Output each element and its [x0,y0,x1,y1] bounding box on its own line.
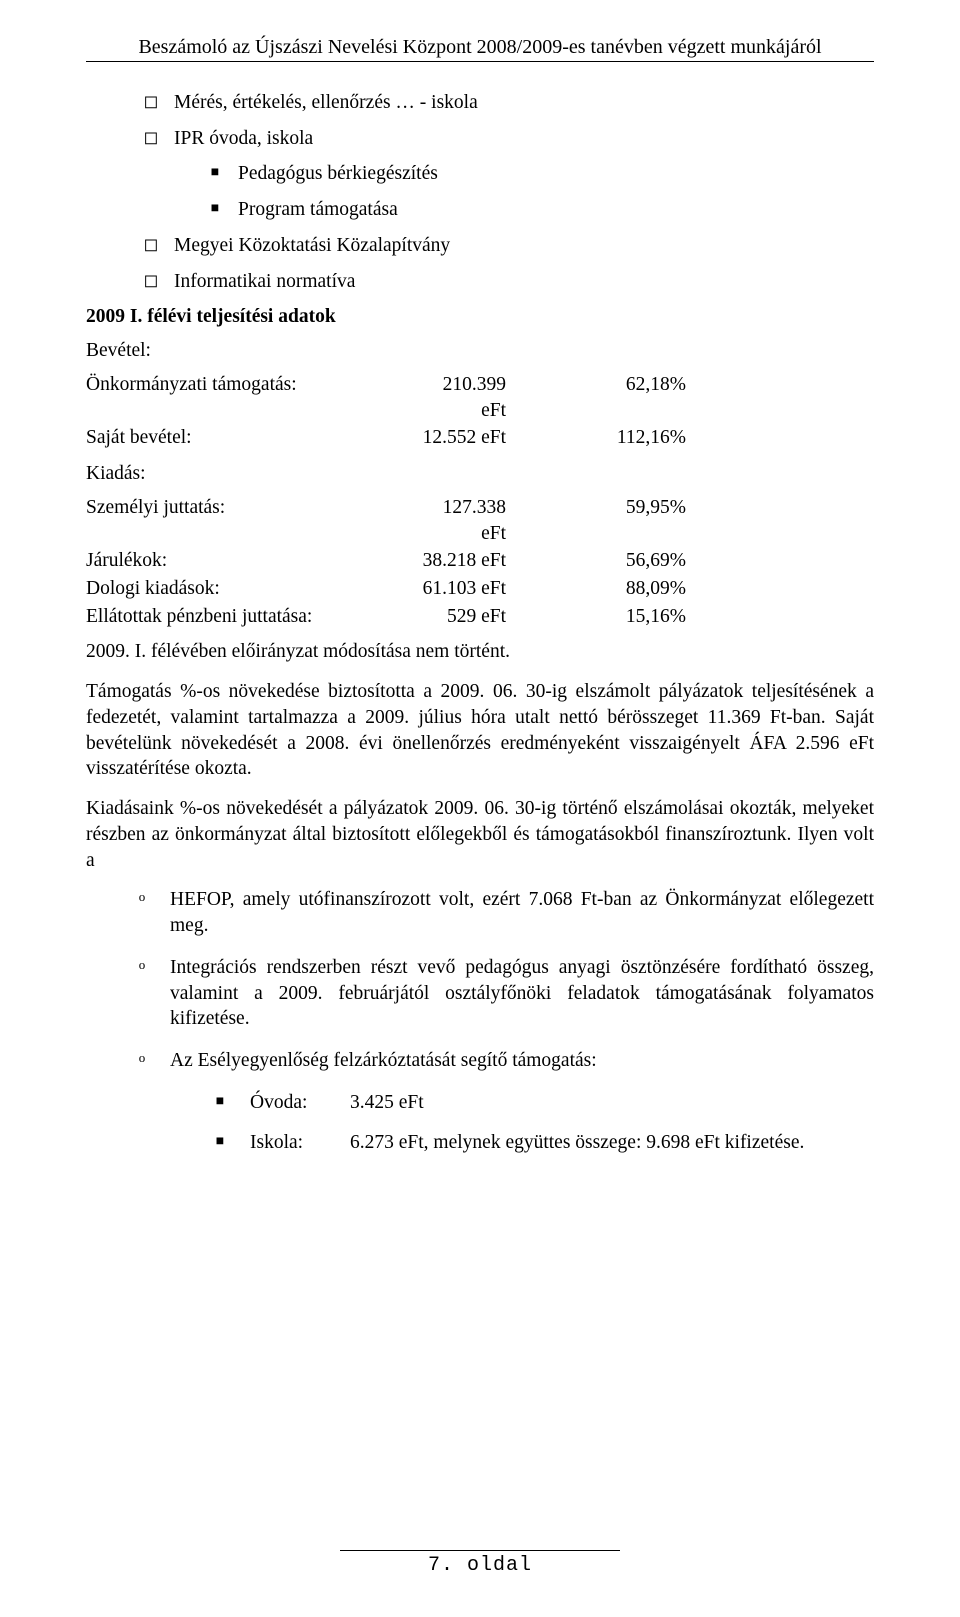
square-solid-icon: ■ [212,1133,228,1159]
square-solid-icon: ■ [206,200,224,218]
list-item: ■ Pedagógus bérkiegészítés [206,161,874,187]
paragraph: 2009. I. félévében előirányzat módosítás… [86,639,874,665]
subheading-bevetel: Bevétel: [86,338,874,364]
list-item: ◻ Megyei Közoktatási Közalapítvány [142,233,874,259]
square-open-icon: ◻ [142,233,160,256]
inner-value: 3.425 eFt [350,1090,874,1116]
circle-open-icon: o [134,957,150,1034]
inner-value: 6.273 eFt, melynek együttes összege: 9.6… [350,1130,874,1156]
inner-label: Óvoda: [250,1090,350,1116]
table-bevetel: Önkormányzati támogatás: 210.399 eFt 62,… [86,372,874,451]
list-item-text: Az Esélyegyenlőség felzárkóztatását segí… [170,1048,874,1074]
cell-percent: 56,69% [566,548,686,574]
sub-list: o HEFOP, amely utófinanszírozott volt, e… [86,887,874,1073]
table-row: Dologi kiadások: 61.103 eFt 88,09% [86,576,874,602]
list-item: ■ Óvoda: 3.425 eFt [212,1090,874,1116]
cell-percent: 112,16% [566,425,686,451]
list-item-text: Informatikai normatíva [174,269,874,295]
list-item-text: Óvoda: 3.425 eFt [250,1090,874,1116]
cell-percent: 59,95% [566,495,686,546]
list-item-text: Program támogatása [238,197,874,223]
cell-value: 12.552 eFt [416,425,566,451]
list-item-text: Integrációs rendszerben részt vevő pedag… [170,955,874,1032]
list-level-2: ■ Pedagógus bérkiegészítés ■ Program tám… [86,161,874,222]
list-level-1: ◻ Mérés, értékelés, ellenőrzés … - iskol… [86,90,874,151]
cell-label: Járulékok: [86,548,416,574]
table-row: Járulékok: 38.218 eFt 56,69% [86,548,874,574]
page: Beszámoló az Újszászi Nevelési Központ 2… [0,0,960,1617]
page-number: 7. oldal [0,1554,960,1577]
table-row: Saját bevétel: 12.552 eFt 112,16% [86,425,874,451]
cell-label: Saját bevétel: [86,425,416,451]
paragraph: Kiadásaink %-os növekedését a pályázatok… [86,796,874,873]
list-item-text: Pedagógus bérkiegészítés [238,161,874,187]
table-row: Ellátottak pénzbeni juttatása: 529 eFt 1… [86,604,874,630]
cell-value: 38.218 eFt [416,548,566,574]
inner-label: Iskola: [250,1130,350,1156]
subheading-kiadas: Kiadás: [86,461,874,487]
square-solid-icon: ■ [212,1093,228,1119]
page-content: ◻ Mérés, értékelés, ellenőrzés … - iskol… [86,90,874,1155]
table-row: Önkormányzati támogatás: 210.399 eFt 62,… [86,372,874,423]
list-item-text: Mérés, értékelés, ellenőrzés … - iskola [174,90,874,116]
table-kiadas: Személyi juttatás: 127.338 eFt 59,95% Já… [86,495,874,630]
list-item-text: IPR óvoda, iskola [174,126,874,152]
cell-label: Ellátottak pénzbeni juttatása: [86,604,416,630]
list-item: ◻ Mérés, értékelés, ellenőrzés … - iskol… [142,90,874,116]
cell-value: 61.103 eFt [416,576,566,602]
cell-label: Dologi kiadások: [86,576,416,602]
cell-percent: 62,18% [566,372,686,423]
cell-value: 210.399 eFt [416,372,566,423]
cell-percent: 88,09% [566,576,686,602]
table-row: Személyi juttatás: 127.338 eFt 59,95% [86,495,874,546]
paragraph: Támogatás %-os növekedése biztosította a… [86,679,874,782]
list-item-text: HEFOP, amely utófinanszírozott volt, ezé… [170,887,874,938]
cell-value: 127.338 eFt [416,495,566,546]
circle-open-icon: o [134,1050,150,1076]
page-header: Beszámoló az Újszászi Nevelési Központ 2… [86,36,874,62]
circle-open-icon: o [134,889,150,940]
section-heading: 2009 I. félévi teljesítési adatok [86,304,874,330]
page-footer: 7. oldal [0,1550,960,1577]
cell-label: Önkormányzati támogatás: [86,372,416,423]
list-item: ◻ IPR óvoda, iskola [142,126,874,152]
square-solid-icon: ■ [206,164,224,182]
list-item-text: Iskola: 6.273 eFt, melynek együttes össz… [250,1130,874,1156]
list-item: o Integrációs rendszerben részt vevő ped… [134,955,874,1032]
square-open-icon: ◻ [142,126,160,149]
cell-label: Személyi juttatás: [86,495,416,546]
footer-rule [340,1550,620,1551]
cell-percent: 15,16% [566,604,686,630]
list-item-text: Megyei Közoktatási Közalapítvány [174,233,874,259]
list-item: ■ Iskola: 6.273 eFt, melynek együttes ös… [212,1130,874,1156]
list-level-1: ◻ Megyei Közoktatási Közalapítvány ◻ Inf… [86,233,874,294]
list-item: o HEFOP, amely utófinanszírozott volt, e… [134,887,874,938]
list-item: o Az Esélyegyenlőség felzárkóztatását se… [134,1048,874,1074]
list-item: ◻ Informatikai normatíva [142,269,874,295]
cell-value: 529 eFt [416,604,566,630]
inner-list: ■ Óvoda: 3.425 eFt ■ Iskola: 6.273 eFt, … [86,1090,874,1155]
list-item: ■ Program támogatása [206,197,874,223]
square-open-icon: ◻ [142,269,160,292]
square-open-icon: ◻ [142,90,160,113]
